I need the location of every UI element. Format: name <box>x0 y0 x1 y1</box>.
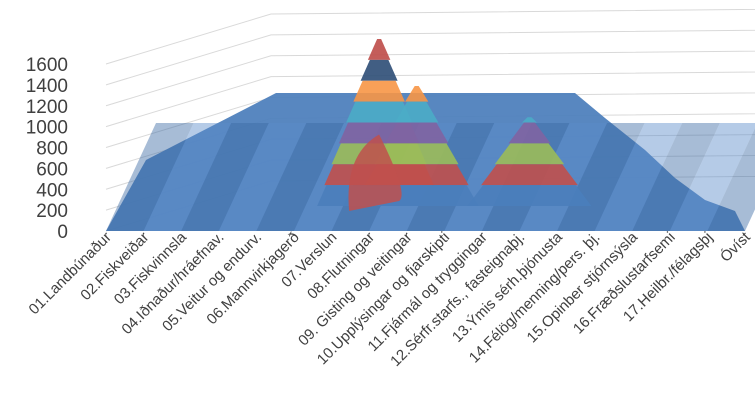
peak-band <box>395 101 439 123</box>
gridline <box>105 8 755 65</box>
peak-band <box>346 101 413 123</box>
y-tick-label: 200 <box>36 201 68 222</box>
peak-band <box>405 85 429 102</box>
gridline <box>105 29 755 86</box>
peak-band <box>522 117 537 123</box>
peak-band <box>508 122 551 144</box>
gridline <box>105 50 755 107</box>
surface-facet <box>707 128 755 231</box>
surface-facet <box>632 123 720 231</box>
y-tick-label: 1400 <box>26 76 68 97</box>
peak-band <box>384 122 449 144</box>
front-series-lobe <box>348 134 402 211</box>
gridline <box>105 71 755 128</box>
y-tick-label: 1200 <box>26 97 68 118</box>
peak-band <box>367 39 391 60</box>
y-tick-label: 400 <box>36 180 68 201</box>
peak-band <box>494 143 565 165</box>
peak-band <box>374 143 459 165</box>
chart-peaks <box>317 39 592 211</box>
surface-facet <box>143 123 232 231</box>
surface-facet <box>594 123 683 231</box>
x-tick-label: Óvíst <box>717 228 754 265</box>
peak-band <box>353 80 405 102</box>
x-axis: 01.Landbúnaður02.Fiskveiðar03.Fiskvinnsl… <box>26 228 755 370</box>
peak-band <box>467 185 592 206</box>
surface-facet <box>669 123 755 231</box>
peak-band <box>481 164 578 186</box>
surface-facet <box>181 123 269 231</box>
y-tick-label: 1000 <box>26 118 68 139</box>
y-tick-label: 600 <box>36 159 68 180</box>
surface-facet <box>218 123 307 231</box>
y-tick-label: 0 <box>57 222 68 243</box>
y-tick-label: 800 <box>36 139 68 160</box>
surface-facet <box>106 123 194 231</box>
surface-facet <box>256 123 344 231</box>
peak-band <box>360 59 398 81</box>
y-tick-label: 1600 <box>26 55 68 76</box>
